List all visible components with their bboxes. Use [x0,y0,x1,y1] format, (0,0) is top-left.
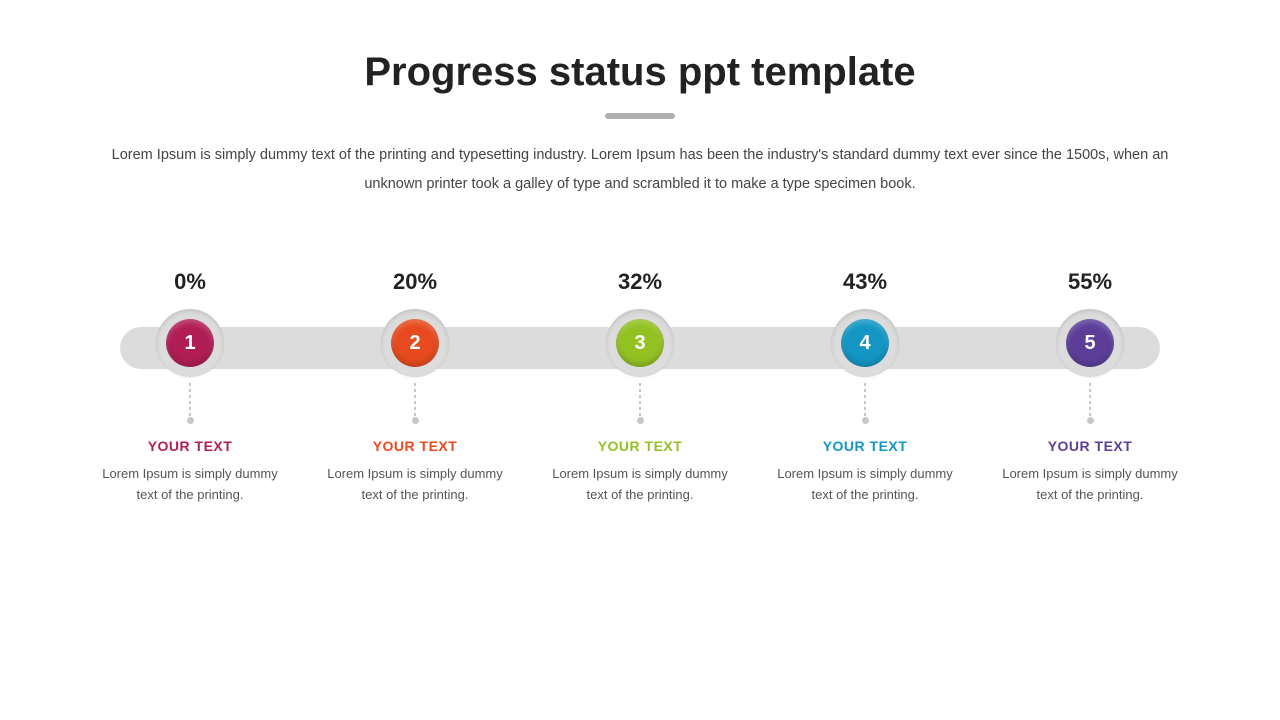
step-1: 0% 1 YOUR TEXT Lorem Ipsum is simply dum… [90,269,290,506]
step-dot [187,417,194,424]
step-3: 32% 3 YOUR TEXT Lorem Ipsum is simply du… [540,269,740,506]
step-5: 55% 5 YOUR TEXT Lorem Ipsum is simply du… [990,269,1190,506]
slide-subtitle: Lorem Ipsum is simply dummy text of the … [90,141,1190,199]
step-label: YOUR TEXT [598,438,683,454]
step-dot [637,417,644,424]
step-label: YOUR TEXT [373,438,458,454]
step-node-outer: 4 [831,309,899,377]
step-label: YOUR TEXT [1048,438,1133,454]
step-dot [862,417,869,424]
step-dot [412,417,419,424]
step-desc: Lorem Ipsum is simply dummy text of the … [775,464,955,506]
slide-title: Progress status ppt template [40,50,1240,95]
step-connector [639,383,641,417]
step-connector [414,383,416,417]
title-divider [605,113,675,119]
step-node-inner: 2 [391,319,439,367]
step-desc: Lorem Ipsum is simply dummy text of the … [1000,464,1180,506]
step-percent: 32% [618,269,662,295]
step-4: 43% 4 YOUR TEXT Lorem Ipsum is simply du… [765,269,965,506]
step-node-inner: 3 [616,319,664,367]
step-connector [189,383,191,417]
step-node-outer: 2 [381,309,449,377]
step-desc: Lorem Ipsum is simply dummy text of the … [325,464,505,506]
step-node-outer: 1 [156,309,224,377]
step-node-outer: 5 [1056,309,1124,377]
step-connector [864,383,866,417]
step-2: 20% 2 YOUR TEXT Lorem Ipsum is simply du… [315,269,515,506]
step-connector [1089,383,1091,417]
step-node-inner: 4 [841,319,889,367]
step-node-inner: 5 [1066,319,1114,367]
step-node-outer: 3 [606,309,674,377]
step-percent: 20% [393,269,437,295]
step-percent: 55% [1068,269,1112,295]
step-dot [1087,417,1094,424]
step-percent: 0% [174,269,206,295]
step-desc: Lorem Ipsum is simply dummy text of the … [100,464,280,506]
step-desc: Lorem Ipsum is simply dummy text of the … [550,464,730,506]
step-label: YOUR TEXT [148,438,233,454]
step-label: YOUR TEXT [823,438,908,454]
step-node-inner: 1 [166,319,214,367]
timeline: 0% 1 YOUR TEXT Lorem Ipsum is simply dum… [90,269,1190,506]
timeline-steps: 0% 1 YOUR TEXT Lorem Ipsum is simply dum… [90,269,1190,506]
slide: Progress status ppt template Lorem Ipsum… [0,0,1280,720]
step-percent: 43% [843,269,887,295]
